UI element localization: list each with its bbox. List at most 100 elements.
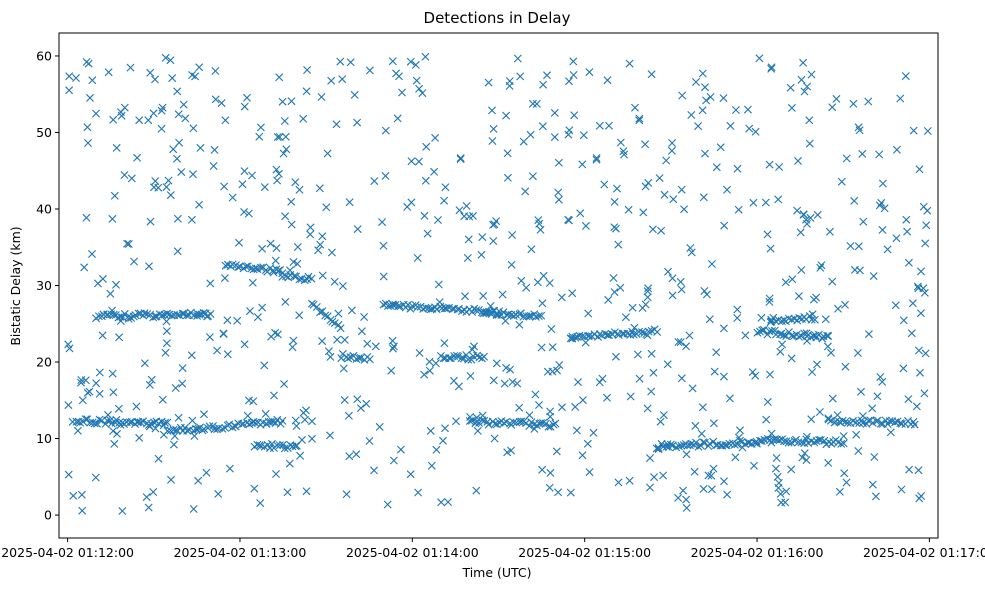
data-point (126, 418, 134, 427)
data-point (132, 402, 141, 411)
data-point (538, 299, 547, 308)
data-point (595, 378, 604, 387)
data-point (525, 411, 534, 420)
data-point (609, 274, 618, 282)
data-point (778, 340, 787, 349)
data-point (316, 240, 325, 249)
data-point (707, 260, 716, 268)
data-point (533, 278, 542, 287)
data-point (93, 419, 101, 428)
data-point (696, 441, 705, 450)
data-point (109, 388, 118, 397)
data-point (299, 408, 308, 417)
data-point (306, 230, 315, 239)
data-point (466, 372, 475, 380)
data-point (869, 272, 878, 281)
data-point (835, 487, 844, 496)
data-point (831, 417, 840, 426)
data-point (302, 87, 311, 96)
data-point (462, 202, 471, 210)
data-point (115, 333, 124, 342)
data-point (210, 145, 219, 154)
data-point (315, 184, 324, 193)
data-point (326, 352, 335, 361)
data-point (270, 391, 278, 400)
data-point (72, 74, 80, 82)
data-point (221, 116, 230, 125)
data-point (287, 97, 296, 106)
data-point (177, 168, 186, 177)
data-point (566, 488, 575, 497)
data-point (488, 106, 496, 115)
data-point (286, 441, 295, 450)
data-point (565, 216, 574, 225)
data-point (659, 411, 668, 420)
data-point (499, 308, 508, 317)
data-point (605, 121, 613, 130)
data-point (699, 438, 708, 447)
data-point (531, 390, 540, 399)
data-point (654, 445, 663, 454)
data-point (823, 342, 832, 351)
data-point (244, 396, 253, 405)
data-point (116, 312, 125, 321)
data-point (776, 347, 785, 356)
data-point (712, 163, 721, 172)
data-point (694, 122, 703, 131)
data-point (420, 370, 429, 379)
data-point (178, 364, 187, 373)
data-point (828, 103, 837, 112)
data-point (701, 83, 709, 92)
data-point (674, 493, 683, 502)
data-point (81, 376, 90, 385)
data-point (855, 126, 864, 135)
data-point (334, 309, 343, 318)
data-point (734, 205, 743, 214)
data-point (837, 177, 846, 186)
data-point (281, 212, 290, 221)
data-point (144, 116, 153, 125)
data-point (592, 154, 601, 162)
data-point (720, 221, 729, 230)
data-point (425, 366, 434, 375)
data-point (641, 140, 650, 149)
data-point (434, 280, 443, 289)
data-point (765, 297, 774, 306)
data-point (488, 137, 497, 145)
data-point (748, 368, 757, 377)
data-point (173, 154, 181, 163)
data-point (625, 59, 634, 68)
data-point (891, 301, 900, 310)
data-point (796, 228, 805, 237)
data-point (143, 310, 152, 319)
data-point (635, 114, 644, 123)
data-point (857, 416, 866, 425)
data-point (91, 473, 100, 482)
data-point (702, 290, 711, 299)
data-point (592, 155, 601, 164)
data-point (780, 316, 789, 325)
data-point (171, 384, 180, 392)
data-point (697, 429, 706, 438)
data-point (668, 291, 677, 300)
data-point (344, 411, 353, 420)
data-point (267, 439, 276, 448)
data-point (243, 93, 251, 102)
data-point (202, 468, 211, 477)
data-point (660, 190, 669, 199)
data-point (146, 217, 155, 226)
data-point (384, 302, 392, 310)
data-point (151, 312, 160, 321)
data-point (920, 288, 929, 297)
data-point (706, 93, 715, 101)
data-point (576, 209, 585, 218)
data-point (656, 417, 665, 426)
data-point (365, 66, 374, 75)
data-point (421, 176, 430, 185)
data-point (371, 342, 380, 351)
data-point (674, 338, 683, 346)
data-point (147, 375, 156, 384)
data-point (425, 357, 434, 366)
data-point (444, 498, 452, 506)
